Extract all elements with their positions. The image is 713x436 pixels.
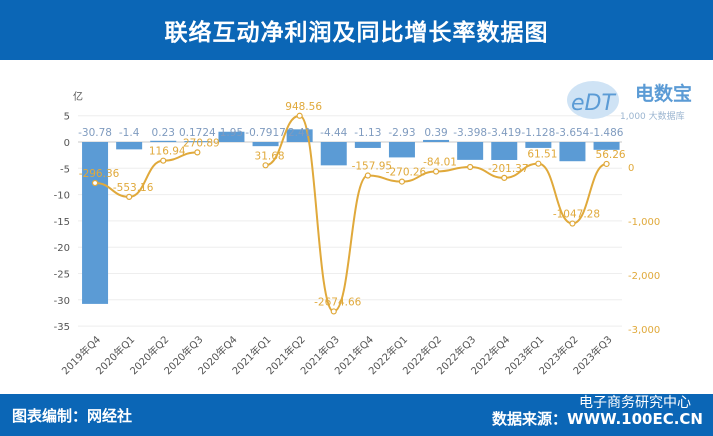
bar-label: 0.1724 [179,127,216,139]
line-label: -201.37 [488,163,529,175]
bar [286,129,313,142]
chart: 5 0 -5 -10 -15 -20 -25 -30 -35 亿 0 -1,000 -2,000 -3,0… [54,90,661,377]
left-axis-tick: -15 [54,217,70,228]
line-label: 61.51 [527,149,557,161]
line-point [160,157,167,164]
line-label: -270.26 [386,167,427,179]
bar [116,142,143,150]
logo-brand: 电数宝 [635,82,692,105]
bar [320,142,347,166]
line-point [126,193,133,200]
bar-label: -1.4 [119,127,140,139]
logo-mark: eDT [571,91,616,116]
bar-label: -3.419 [487,127,521,139]
line-point [501,174,508,181]
left-axis-unit: 亿 [73,90,83,103]
line-label: -553.16 [113,182,154,194]
line-point [432,168,440,175]
right-axis-tick: -3,000 [628,325,660,336]
left-axis-tick: -10 [54,191,70,202]
bar-label: 2.41 [288,127,311,139]
bar [423,139,450,142]
bar-label: -4.44 [320,127,347,139]
left-axis-tick: -30 [54,296,70,307]
line-point [603,160,610,168]
footer: 图表编制：网经社 电子商务研究中心 数据来源：WWW.100EC.CN [0,394,713,436]
bar [593,142,620,150]
line-label: -84.01 [423,157,457,169]
bar [150,140,177,142]
left-axis-tick: -20 [54,243,70,254]
chart-title-bar: 联络互动净利润及同比增长率数据图 [0,0,713,60]
bar-label: -0.7917 [245,127,286,139]
line-point [467,163,474,171]
line-point [91,179,99,187]
bar-label: -1.486 [590,127,624,139]
bar-label: -2.93 [388,127,415,139]
bar [525,142,552,148]
bar-label: -3.398 [453,127,487,139]
line-label: -157.95 [352,161,393,173]
bar [82,142,109,304]
line-point [364,172,371,179]
line-series [265,114,607,313]
bar [491,142,518,160]
line-point [535,160,542,167]
right-axis-tick: -1,000 [628,217,660,228]
bar [457,142,484,160]
bar-label: 0.23 [152,127,175,139]
right-axis-tick: 0 [628,163,634,174]
bar-label: -1.13 [354,127,381,139]
line-label: -2674.66 [314,296,362,308]
line-point [398,178,406,185]
line-label: -296.36 [79,168,120,180]
logo: eDT 电数宝 1,000 大数据库 [565,78,705,127]
bar-label: 1.95 [220,127,243,139]
watermark: 电子商务研究中心 [579,395,691,411]
bar [218,131,245,142]
bar [354,142,381,148]
right-axis-tick: -2,000 [628,271,660,282]
line-label: 948.56 [285,101,322,113]
chart-editor: 图表编制：网经社 [12,407,133,425]
bar [184,141,211,143]
line-label: 116.94 [149,146,186,158]
line-series [94,151,198,198]
bar-label: -1.128 [521,127,555,139]
line-label: 31.68 [255,150,285,162]
left-axis-tick: -5 [60,164,70,175]
left-axis-tick: 0 [64,138,70,149]
line-point [296,112,303,119]
bar [559,142,586,162]
line-point [330,308,337,315]
bar-label: 0.39 [424,127,447,139]
logo-sub: 1,000 大数据库 [620,110,685,122]
line-point [194,149,201,156]
data-source: 数据来源：WWW.100EC.CN [492,410,703,428]
line-label: -1047.28 [553,209,600,221]
page-title: 联络互动净利润及同比增长率数据图 [164,20,549,46]
line-label: 56.26 [596,149,626,161]
left-axis-tick: 5 [64,112,70,123]
bar-label: -3.654 [556,127,590,139]
line-label: 270.89 [183,137,220,149]
left-axis-tick: -35 [54,322,70,333]
bar-label: -30.78 [78,127,112,139]
left-axis-tick: -25 [54,270,70,281]
line-point [569,220,576,227]
bar [388,142,415,158]
line-point [262,162,269,169]
bar [252,142,279,147]
